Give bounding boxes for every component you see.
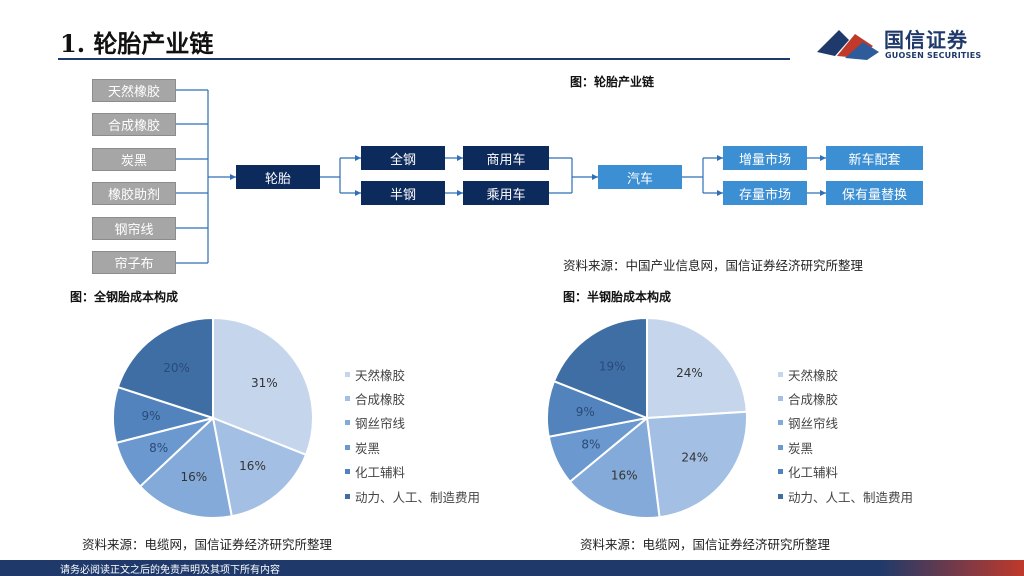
legend-label: 炭黑 [788,440,814,456]
legend-swatch [778,420,783,426]
pie-slice-0 [646,316,748,420]
pie-chart-all-steel: 31% 16% 16% 8% 9% 20% [112,316,314,519]
pie-slice-5 [116,316,214,420]
legend-swatch [778,469,783,475]
legend-swatch [778,493,783,499]
legend-swatch [778,371,783,377]
pie-data-label-0: 31% [251,376,278,390]
legend-label: 天然橡胶 [788,367,839,383]
legend-item: 动力、人工、制造费用 [778,484,913,508]
pie-data-label-5: 20% [163,361,190,375]
raw-material-synthetic-rubber: 合成橡胶 [92,113,176,136]
legend-item: 合成橡胶 [778,386,913,410]
chart2-legend: 天然橡胶 合成橡胶 钢丝帘线 炭黑 化工辅料 动力、人工、制造费用 [778,362,913,508]
chart2-title: 图：半钢胎成本构成 [563,290,672,304]
pie2-slices [546,316,748,519]
legend-swatch [778,444,783,450]
legend-swatch [345,469,350,475]
node-replacement: 保有量替换 [826,181,923,205]
pie-data-label-3: 8% [149,441,168,455]
supply-chain-connectors [176,89,826,264]
pie-data-label-5: 19% [599,360,626,374]
node-all-steel: 全钢 [361,146,445,170]
pie-data-label-1: 24% [681,451,708,465]
logo-name-cn: 国信证券 [884,28,968,52]
chart1-source: 资料来源：电缆网，国信证券经济研究所整理 [82,537,333,552]
pie-data-label-2: 16% [611,469,638,483]
legend-label: 钢丝帘线 [355,416,406,432]
legend-item: 钢丝帘线 [778,411,913,435]
node-automobile: 汽车 [598,165,682,189]
node-semi-steel: 半钢 [361,181,445,205]
node-incremental-market: 增量市场 [723,146,807,170]
footer-accent [880,560,1024,576]
legend-swatch [345,493,350,499]
diagram-source: 资料来源：中国产业信息网，国信证券经济研究所整理 [563,258,864,273]
legend-item: 天然橡胶 [778,362,913,386]
raw-material-carbon-black: 炭黑 [92,148,176,171]
pie-data-label-0: 24% [676,366,703,380]
legend-item: 炭黑 [778,435,913,459]
node-tire: 轮胎 [236,165,320,189]
node-stock-market: 存量市场 [723,181,807,205]
legend-item: 动力、人工、制造费用 [345,484,480,508]
pie-data-label-3: 8% [581,437,600,451]
pie-data-label-2: 16% [181,470,208,484]
legend-swatch [345,444,350,450]
legend-item: 天然橡胶 [345,362,480,386]
pie1-data-labels: 31% 16% 16% 8% 9% 20% [142,361,278,484]
legend-label: 动力、人工、制造费用 [355,489,481,505]
pie-data-label-4: 9% [142,409,161,423]
pie-chart-semi-steel: 24% 24% 16% 8% 9% 19% [546,316,748,519]
pie-slice-5 [552,316,648,420]
footer-disclaimer: 请务必阅读正文之后的免责声明及其项下所有内容 [60,565,280,576]
logo-name-en: GUOSEN SECURITIES [885,51,982,60]
pie2-data-labels: 24% 24% 16% 8% 9% 19% [576,360,708,483]
pie-slice-2 [138,416,233,519]
legend-item: 炭黑 [345,435,480,459]
legend-swatch [345,420,350,426]
legend-item: 钢丝帘线 [345,411,480,435]
legend-item: 化工辅料 [345,460,480,484]
node-commercial-vehicle: 商用车 [463,146,549,170]
legend-label: 动力、人工、制造费用 [788,489,914,505]
legend-label: 合成橡胶 [355,392,406,408]
footer-bar [0,560,1024,576]
legend-swatch [345,396,350,402]
legend-label: 化工辅料 [788,465,839,481]
raw-material-rubber-additives: 橡胶助剂 [92,182,176,205]
legend-label: 钢丝帘线 [788,416,839,432]
pie1-slices [112,316,314,519]
legend-swatch [345,371,350,377]
pie-slice-0 [212,316,314,457]
legend-label: 炭黑 [355,440,381,456]
legend-item: 化工辅料 [778,460,913,484]
node-oem-supply: 新车配套 [826,146,923,170]
guosen-logo-icon [817,30,879,60]
page-title: 1. 轮胎产业链 [60,29,214,58]
diagram-caption: 图：轮胎产业链 [570,75,655,89]
title-divider [58,58,790,60]
node-passenger-vehicle: 乘用车 [463,181,549,205]
pie-data-label-4: 9% [576,405,595,419]
legend-label: 天然橡胶 [355,367,406,383]
pie-slice-2 [568,416,661,519]
raw-material-cord-fabric: 帘子布 [92,251,176,274]
legend-label: 化工辅料 [355,465,406,481]
chart2-source: 资料来源：电缆网，国信证券经济研究所整理 [580,537,831,552]
legend-swatch [778,396,783,402]
chart1-legend: 天然橡胶 合成橡胶 钢丝帘线 炭黑 化工辅料 动力、人工、制造费用 [345,362,480,508]
pie-slice-1 [645,410,748,519]
raw-material-natural-rubber: 天然橡胶 [92,79,176,102]
raw-material-steel-cord: 钢帘线 [92,217,176,240]
chart1-title: 图：全钢胎成本构成 [70,290,179,304]
legend-item: 合成橡胶 [345,386,480,410]
pie-slice-1 [211,416,308,518]
pie-data-label-1: 16% [239,459,266,473]
legend-label: 合成橡胶 [788,392,839,408]
